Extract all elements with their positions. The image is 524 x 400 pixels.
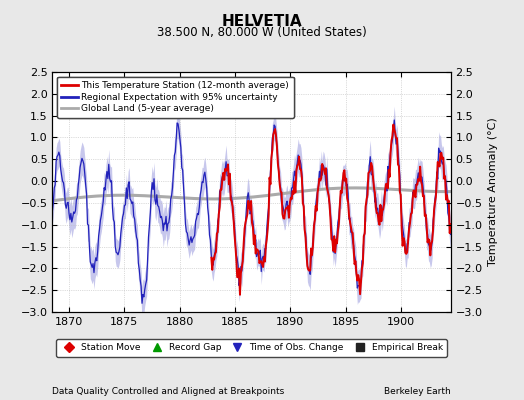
Text: Data Quality Controlled and Aligned at Breakpoints: Data Quality Controlled and Aligned at B… (52, 387, 285, 396)
Legend: This Temperature Station (12-month average), Regional Expectation with 95% uncer: This Temperature Station (12-month avera… (57, 76, 293, 118)
Text: Berkeley Earth: Berkeley Earth (384, 387, 451, 396)
Legend: Station Move, Record Gap, Time of Obs. Change, Empirical Break: Station Move, Record Gap, Time of Obs. C… (56, 339, 447, 357)
Text: 38.500 N, 80.000 W (United States): 38.500 N, 80.000 W (United States) (157, 26, 367, 39)
Y-axis label: Temperature Anomaly (°C): Temperature Anomaly (°C) (488, 118, 498, 266)
Text: HELVETIA: HELVETIA (222, 14, 302, 29)
